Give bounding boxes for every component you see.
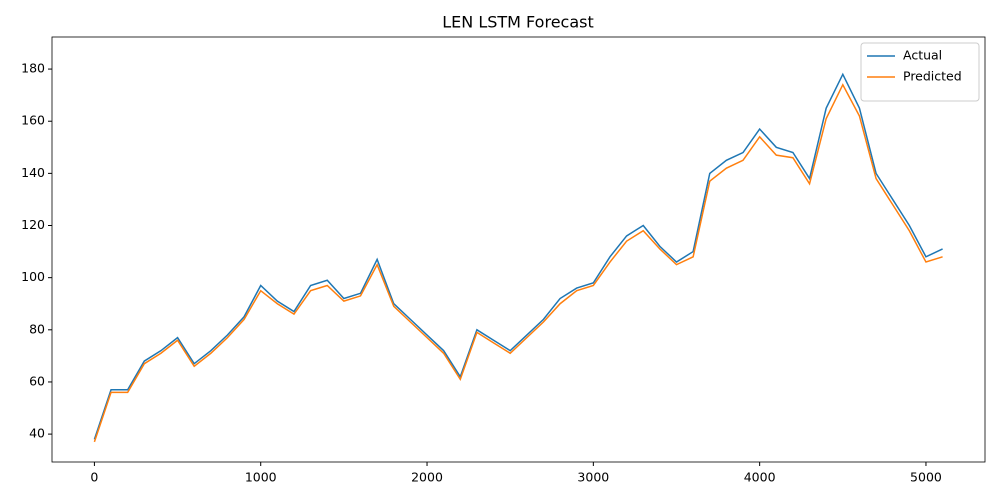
y-tick-label: 60: [29, 373, 45, 388]
x-tick-label: 1000: [245, 470, 277, 485]
legend-label: Predicted: [903, 69, 962, 84]
x-tick-label: 3000: [577, 470, 609, 485]
x-tick-label: 4000: [744, 470, 776, 485]
y-tick-label: 140: [21, 165, 45, 180]
y-tick-label: 40: [29, 426, 45, 441]
y-tick-label: 180: [21, 61, 45, 76]
y-tick-label: 100: [21, 269, 45, 284]
x-tick-label: 5000: [910, 470, 942, 485]
legend-box: [860, 42, 980, 102]
legend-label: Actual: [903, 48, 942, 63]
x-tick-label: 2000: [411, 470, 443, 485]
y-tick-label: 80: [29, 321, 45, 336]
plot-frame: [51, 36, 986, 463]
y-tick-label: 160: [21, 113, 45, 128]
series-line: [93, 72, 943, 440]
y-tick-label: 120: [21, 217, 45, 232]
x-tick-label: 0: [90, 470, 98, 485]
series-line: [93, 83, 943, 443]
chart-title: LEN LSTM Forecast: [442, 13, 594, 32]
